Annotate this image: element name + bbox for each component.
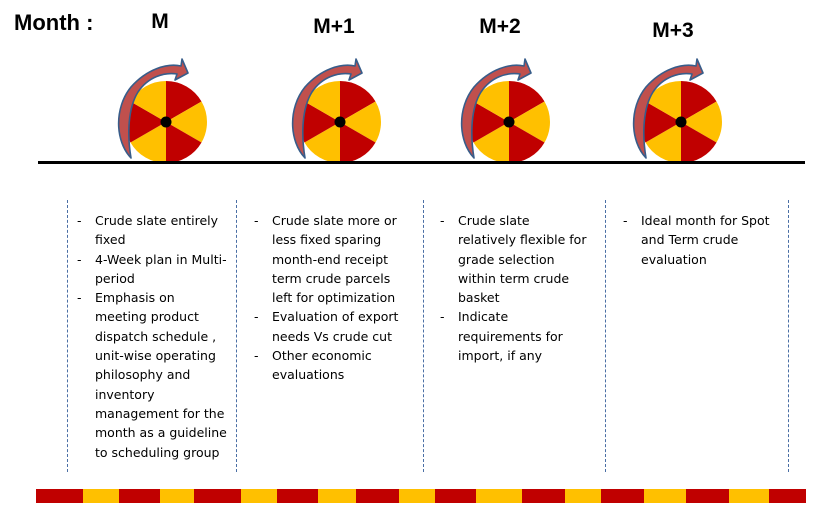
rotation-arrow-icon <box>632 58 704 159</box>
wheel-segment <box>166 81 202 122</box>
period-title-m1: M+1 <box>313 15 355 38</box>
stripe-segment <box>276 489 319 503</box>
period-notes-m2: Crude slate relatively flexible for grad… <box>440 211 590 365</box>
note-item: Other economic evaluations <box>254 346 408 385</box>
rotating-wheel-icon <box>632 58 722 163</box>
stripe-segment <box>434 489 477 503</box>
stripe-segment <box>36 489 84 503</box>
note-item: Crude slate relatively flexible for grad… <box>440 211 590 307</box>
rotation-arrow-icon <box>117 58 189 159</box>
column-divider <box>236 200 237 472</box>
note-item: 4-Week plan in Multi-period <box>77 250 227 289</box>
stripe-segment <box>83 489 119 503</box>
rotating-wheel-icon <box>291 58 381 163</box>
rotation-arrow-icon <box>291 58 363 159</box>
wheel-segment <box>340 122 376 163</box>
wheel-segment <box>645 122 681 163</box>
rotation-arrow-icon <box>460 58 532 159</box>
wheel-segment <box>681 81 717 122</box>
note-item: Crude slate more or less fixed sparing m… <box>254 211 408 307</box>
note-item: Ideal month for Spot and Term crude eval… <box>623 211 773 269</box>
wheel-segment <box>681 122 717 163</box>
timeline-line <box>38 161 805 164</box>
rotating-wheel-icon <box>117 58 207 163</box>
stripe-segment <box>241 489 277 503</box>
wheel-segment <box>125 101 166 143</box>
stripe-segment <box>318 489 356 503</box>
stripe-segment <box>521 489 566 503</box>
stripe-segment <box>600 489 645 503</box>
period-title-m: M <box>151 10 169 33</box>
wheel-hub <box>160 116 172 128</box>
bottom-stripe <box>36 489 807 503</box>
period-title-m3: M+3 <box>652 19 694 42</box>
note-item: Evaluation of export needs Vs crude cut <box>254 307 408 346</box>
period-title-m2: M+2 <box>479 15 521 38</box>
period-notes-m3: Ideal month for Spot and Term crude eval… <box>623 211 773 269</box>
wheel-segment <box>509 81 545 122</box>
wheel-segment <box>130 122 166 163</box>
column-divider <box>788 200 789 472</box>
wheel-hub <box>675 116 687 128</box>
wheel-segment <box>468 101 509 143</box>
wheel-segment <box>509 101 550 143</box>
stripe-segment <box>729 489 769 503</box>
column-divider <box>423 200 424 472</box>
column-divider <box>67 200 68 472</box>
stripe-segment <box>118 489 161 503</box>
stripe-segment <box>476 489 522 503</box>
note-item: Emphasis on meeting product dispatch sch… <box>77 288 227 462</box>
stripe-segment <box>565 489 601 503</box>
month-label: Month : <box>14 10 94 35</box>
wheel-segment <box>166 122 202 163</box>
wheel-segment <box>304 122 340 163</box>
column-divider <box>605 200 606 472</box>
stripe-segment <box>399 489 435 503</box>
stripe-segment <box>355 489 400 503</box>
note-item: Crude slate entirely fixed <box>77 211 227 250</box>
stripe-segment <box>193 489 242 503</box>
period-notes-m1: Crude slate more or less fixed sparing m… <box>254 211 408 385</box>
wheel-segment <box>340 81 376 122</box>
note-item: Indicate requirements for import, if any <box>440 307 590 365</box>
wheel-segment <box>640 101 681 143</box>
wheel-hub <box>503 116 515 128</box>
stripe-segment <box>644 489 686 503</box>
wheel-segment <box>340 101 381 143</box>
wheel-segment <box>509 122 545 163</box>
stripe-segment <box>768 489 807 503</box>
period-notes-m: Crude slate entirely fixed 4-Week plan i… <box>77 211 227 462</box>
rotating-wheel-icon <box>460 58 550 163</box>
wheel-segment <box>473 122 509 163</box>
wheel-segment <box>299 101 340 143</box>
stripe-segment <box>685 489 730 503</box>
wheel-segment <box>166 101 207 143</box>
wheel-hub <box>334 116 346 128</box>
wheel-segment <box>681 101 722 143</box>
stripe-segment <box>160 489 194 503</box>
